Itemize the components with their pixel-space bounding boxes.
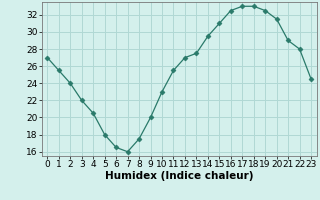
X-axis label: Humidex (Indice chaleur): Humidex (Indice chaleur) (105, 171, 253, 181)
